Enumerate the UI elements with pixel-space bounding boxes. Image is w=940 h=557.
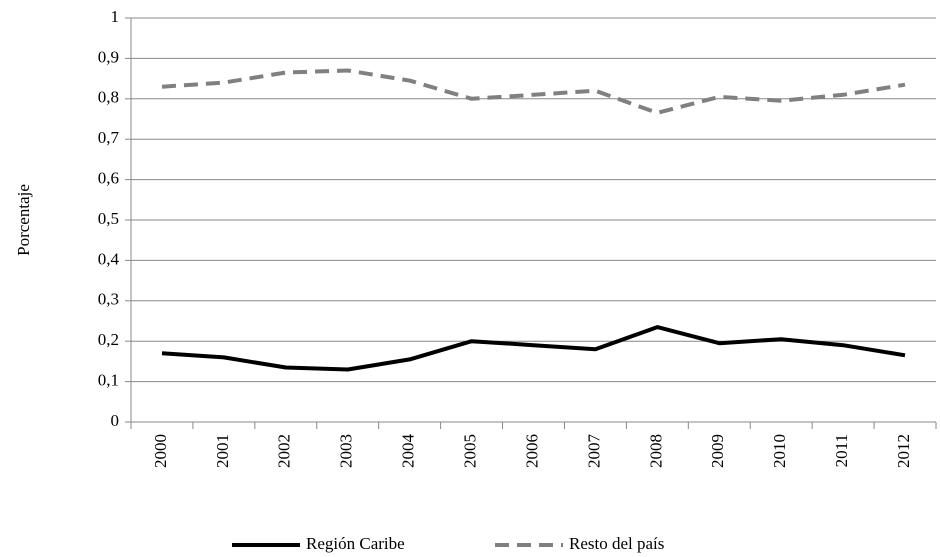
series-line <box>161 325 906 372</box>
y-tick-label: 0,1 <box>98 371 119 390</box>
y-tick-label: 0,5 <box>98 209 119 228</box>
y-tick-label: 0,6 <box>98 169 119 188</box>
x-tick-label: 2004 <box>399 434 418 469</box>
x-tick-label: 2001 <box>213 434 232 468</box>
x-tick-label: 2008 <box>646 434 665 468</box>
legend-label: Resto del país <box>569 534 664 553</box>
x-tick-label: 2000 <box>151 434 170 468</box>
y-tick-label: 0,3 <box>98 290 119 309</box>
y-tick-label: 0,8 <box>98 88 119 107</box>
x-tick-label: 2003 <box>337 434 356 468</box>
x-tick-label: 2010 <box>770 434 789 468</box>
x-tick-label: 2002 <box>275 434 294 468</box>
x-tick-label: 2012 <box>894 434 913 468</box>
y-tick-label: 0,4 <box>98 249 120 268</box>
x-tick-label: 2011 <box>832 434 851 467</box>
y-tick-label: 0,7 <box>98 128 120 147</box>
legend-label: Región Caribe <box>306 534 405 553</box>
series-line <box>161 68 906 115</box>
x-tick-label: 2009 <box>708 434 727 468</box>
x-tick-label: 2006 <box>522 434 541 468</box>
x-tick-label: 2005 <box>460 434 479 468</box>
y-tick-label: 0,9 <box>98 47 119 66</box>
y-tick-label: 0 <box>111 411 120 430</box>
y-tick-label: 0,2 <box>98 330 119 349</box>
x-tick-label: 2007 <box>584 434 603 469</box>
y-tick-label: 1 <box>111 7 120 26</box>
y-axis-label: Porcentaje <box>14 184 33 256</box>
